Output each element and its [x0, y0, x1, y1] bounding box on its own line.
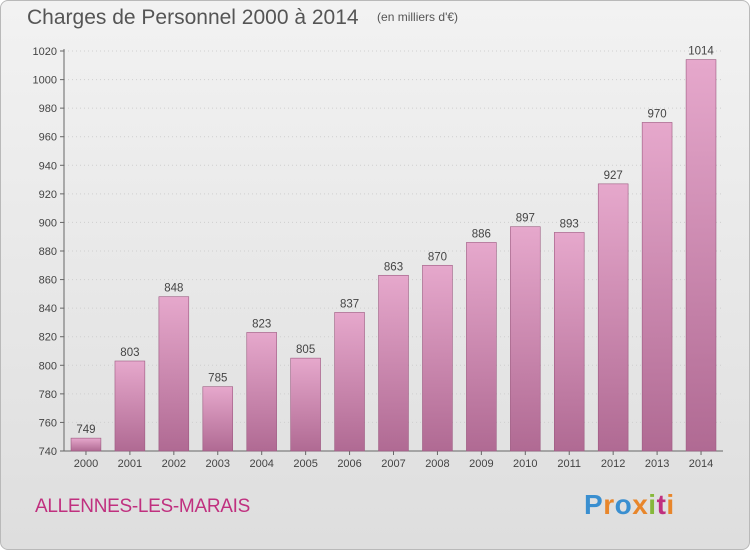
x-tick-label: 2008 [425, 458, 449, 470]
data-label: 970 [648, 108, 667, 120]
bar-2009 [466, 242, 497, 452]
data-label: 927 [604, 170, 623, 182]
chart-title: Charges de Personnel 2000 à 2014 [27, 6, 359, 29]
y-tick-label: 760 [39, 417, 57, 429]
y-tick-label: 740 [39, 446, 57, 458]
logo-letter: i [666, 489, 675, 520]
data-label: 823 [252, 318, 271, 330]
logo-letter: r [603, 489, 615, 520]
x-tick-label: 2011 [557, 458, 581, 470]
y-tick-label: 800 [39, 360, 57, 372]
bar-2011 [553, 232, 585, 452]
data-label: 893 [560, 218, 579, 230]
y-tick-label: 940 [39, 160, 57, 172]
x-tick-label: 2003 [206, 458, 230, 470]
proxiti-logo[interactable]: Proxiti [584, 489, 675, 521]
y-tick-label: 920 [39, 189, 57, 201]
x-tick-label: 2013 [645, 458, 669, 470]
y-tick-label: 1020 [33, 46, 57, 58]
y-tick-label: 780 [39, 389, 57, 401]
bar-2001 [114, 360, 146, 452]
y-tick-label: 900 [39, 217, 57, 229]
x-tick-label: 2012 [601, 458, 625, 470]
bar-2000 [70, 437, 102, 452]
data-label: 749 [76, 424, 95, 436]
data-label: 870 [428, 251, 447, 263]
title-row: Charges de Personnel 2000 à 2014 (en mil… [27, 6, 458, 30]
x-tick-label: 2007 [381, 458, 405, 470]
bar-2010 [510, 226, 541, 452]
x-tick-label: 2010 [513, 458, 537, 470]
data-label: 1014 [688, 46, 714, 58]
logo-letter: o [614, 489, 633, 520]
bar-2012 [597, 183, 629, 452]
x-tick-label: 2005 [293, 458, 317, 470]
bar-2005 [290, 357, 321, 452]
bar-2008 [422, 264, 453, 452]
logo-letter: x [632, 489, 649, 520]
bar-2006 [334, 312, 365, 452]
commune-name: ALLENNES-LES-MARAIS [35, 496, 250, 517]
x-tick-label: 2002 [162, 458, 186, 470]
data-label: 897 [516, 213, 535, 225]
bar-2013 [641, 122, 673, 452]
bars [70, 59, 717, 452]
y-tick-label: 960 [39, 132, 57, 144]
data-label: 863 [384, 261, 403, 273]
data-label: 805 [296, 344, 315, 356]
data-label: 848 [164, 283, 183, 295]
logo-letter: i [648, 489, 657, 520]
y-tick-label: 1000 [33, 75, 57, 87]
y-tick-label: 980 [39, 103, 57, 115]
y-tick-label: 820 [39, 332, 57, 344]
x-tick-label: 2001 [118, 458, 142, 470]
y-tick-label: 840 [39, 303, 57, 315]
y-tick-label: 880 [39, 246, 57, 258]
logo-letter: P [584, 489, 604, 520]
bar-2002 [158, 296, 190, 452]
data-label: 785 [208, 373, 227, 385]
labels: 740 760 780 800 820 840 860 880 900 920 940 960 980 1… [33, 46, 715, 470]
data-label: 837 [340, 298, 359, 310]
x-tick-label: 2006 [337, 458, 361, 470]
chart-unit: (en milliers d'€) [377, 10, 459, 24]
x-tick-label: 2009 [469, 458, 493, 470]
data-label: 886 [472, 228, 491, 240]
logo-letter: t [656, 489, 667, 520]
x-tick-label: 2014 [689, 458, 713, 470]
bar-2014 [685, 59, 717, 452]
bar-2007 [378, 274, 409, 452]
bar-2003 [202, 386, 234, 452]
bar-2004 [246, 332, 277, 452]
x-tick-label: 2004 [249, 458, 273, 470]
data-label: 803 [120, 347, 139, 359]
y-tick-label: 860 [39, 275, 57, 287]
x-tick-label: 2000 [74, 458, 98, 470]
